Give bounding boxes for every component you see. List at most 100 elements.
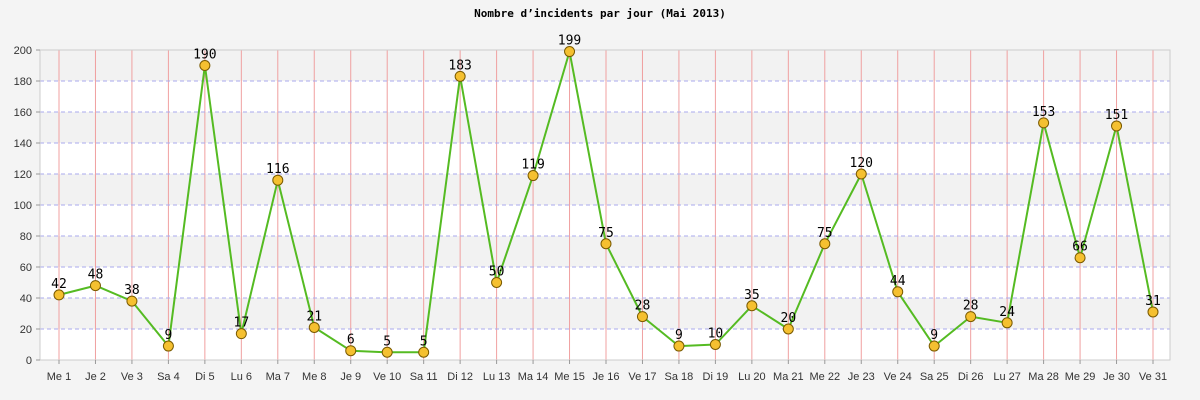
x-tick-label: Me 1 [47,371,71,383]
data-label: 75 [598,226,614,241]
data-point [673,340,685,352]
data-label: 21 [306,309,322,324]
data-point [1074,252,1086,264]
x-tick-label: Sa 18 [665,371,694,383]
data-point [454,70,466,82]
data-point [1001,317,1013,329]
x-tick-label: Ma 21 [773,371,804,383]
plot-area: 0 20 40 60 80 100 120 140 160 180 200 Me 1 Je 2 Ve 3 S… [14,34,1171,383]
data-point [636,311,648,323]
data-point [53,289,65,301]
x-tick-label: Me 22 [810,371,841,383]
data-label: 199 [558,34,581,49]
data-point [928,340,940,352]
x-tick-label: Sa 4 [157,371,180,383]
data-point [418,346,430,358]
data-label: 31 [1145,294,1161,309]
data-label: 35 [744,288,760,303]
data-label: 119 [521,158,544,173]
x-tick-label: Lu 27 [993,371,1021,383]
chart-title: Nombre d’incidents par jour (Mai 2013) [474,7,726,20]
x-tick-label: Ve 3 [121,371,143,383]
data-point [491,277,503,288]
data-point [162,340,174,352]
x-tick-label: Me 15 [554,371,585,383]
data-point [600,238,612,250]
data-label: 66 [1072,240,1088,255]
data-point [272,174,284,186]
x-tick-label: Lu 6 [231,371,252,383]
data-point [819,238,831,250]
data-point [527,170,539,182]
grid-band [40,298,1170,329]
data-point [199,60,211,71]
x-tick-label: Lu 20 [738,371,766,383]
data-label: 28 [963,299,979,314]
grid-band [40,112,1170,143]
data-label: 190 [193,48,216,63]
data-label: 5 [383,334,391,349]
grid-band [40,174,1170,205]
data-label: 9 [930,328,938,343]
data-point [235,328,247,340]
x-tick-label: Ma 28 [1028,371,1059,383]
data-label: 50 [489,265,505,280]
data-point [855,168,867,180]
data-label: 5 [420,334,428,349]
grid-band [40,50,1170,81]
x-tick-label: Ve 10 [373,371,401,383]
y-tick-label: 80 [20,231,32,243]
x-tick-label: Je 9 [340,371,361,383]
x-tick-label: Ve 17 [628,371,656,383]
x-tick-label: Di 19 [703,371,729,383]
data-point [965,311,977,323]
x-tick-label: Lu 13 [483,371,511,383]
y-tick-label: 100 [14,200,32,212]
x-tick-label: Ma 7 [266,371,290,383]
data-point [746,300,758,312]
data-label: 116 [266,162,289,177]
data-label: 17 [234,316,250,331]
data-point [89,280,101,292]
data-point [345,345,357,357]
x-tick-label: Me 29 [1065,371,1096,383]
data-point [381,346,393,358]
data-label: 75 [817,226,833,241]
data-point [782,323,794,335]
data-label: 9 [164,328,172,343]
y-tick-label: 160 [14,107,32,119]
y-tick-label: 140 [14,138,32,150]
y-tick-label: 40 [20,293,32,305]
y-tick-label: 20 [20,324,32,336]
data-label: 24 [999,305,1015,320]
data-point [1111,120,1123,132]
data-point [1038,117,1050,129]
data-point [1147,306,1159,318]
x-tick-label: Ve 24 [884,371,912,383]
data-label: 151 [1105,108,1128,123]
data-label: 20 [781,311,797,326]
data-point [564,46,576,58]
y-tick-label: 200 [14,45,32,57]
x-tick-label: Je 30 [1103,371,1130,383]
data-point [892,286,904,298]
data-point [709,339,721,350]
x-tick-label: Di 12 [447,371,473,383]
x-tick-label: Sa 25 [920,371,949,383]
y-tick-label: 60 [20,262,32,274]
data-label: 183 [448,58,471,73]
data-label: 44 [890,274,906,289]
data-label: 153 [1032,105,1055,120]
y-tick-label: 180 [14,76,32,88]
x-tick-label: Me 8 [302,371,326,383]
data-label: 10 [708,327,724,342]
x-tick-label: Je 23 [848,371,875,383]
x-tick-label: Di 26 [958,371,984,383]
data-point [126,295,138,307]
x-tick-label: Di 5 [195,371,215,383]
x-tick-label: Sa 11 [410,371,438,383]
x-tick-label: Je 2 [85,371,106,383]
x-tick-label: Ma 14 [518,371,549,383]
data-label: 9 [675,328,683,343]
